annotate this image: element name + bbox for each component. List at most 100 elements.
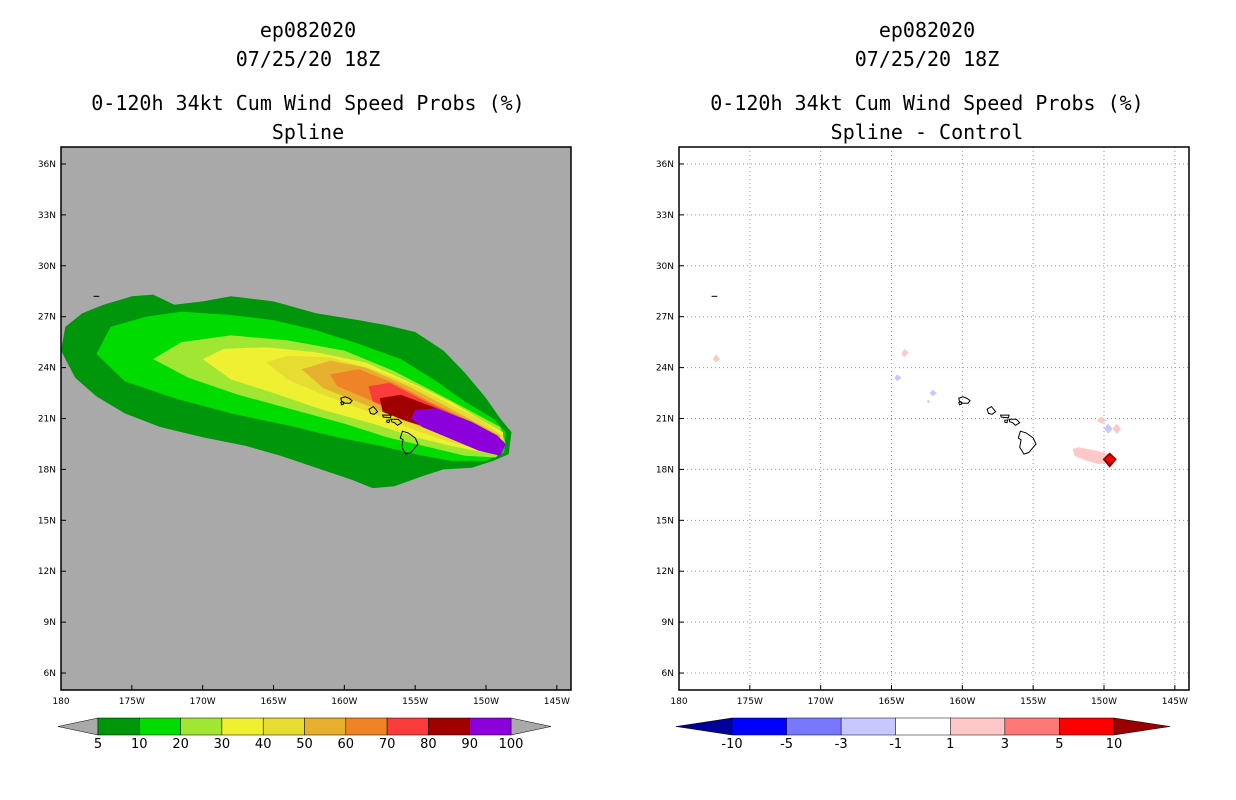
colorbar-box [180, 717, 223, 736]
x-tick-label: 165W [260, 697, 286, 707]
island-coastline [390, 418, 403, 426]
right-title-method: Spline - Control [831, 120, 1024, 144]
colorbar-box [1059, 717, 1115, 736]
x-tick-label: 180 [670, 697, 687, 707]
x-tick-label: 145W [544, 697, 570, 707]
right-title-storm: ep082020 [879, 18, 975, 42]
left-title-product: 0-120h 34kt Cum Wind Speed Probs (%) [91, 91, 524, 115]
difference-feature-6 [1112, 423, 1121, 434]
colorbar-label: -3 [835, 737, 848, 752]
x-tick-label: 170W [808, 697, 834, 707]
x-tick-label: 175W [119, 697, 145, 707]
x-tick-label: 150W [1091, 697, 1117, 707]
island-coastline [386, 419, 391, 424]
right-colorbar: -10 -5 -3 -1 1 3 5 10 [675, 717, 1171, 752]
difference-feature-5 [1096, 416, 1107, 424]
colorbar-box [950, 717, 1006, 736]
colorbar-box [139, 717, 181, 736]
colorbar-box [469, 717, 512, 736]
colorbar-label: 100 [499, 737, 524, 752]
island-coastline [999, 414, 1010, 419]
left-map-panel: 180 175W 170W 165W 160W 155W 150W 145W 6N 9N 12N 15… [38, 146, 572, 707]
colorbar-label: 5 [1055, 737, 1063, 752]
colorbar-box [304, 717, 347, 736]
colorbar-box [1004, 717, 1060, 736]
left-title-method: Spline [272, 120, 344, 144]
difference-feature-1 [901, 348, 909, 358]
right-map-panel: 180 175W 170W 165W 160W 155W 150W 145W 6N 9N 12N 15… [656, 146, 1190, 707]
colorbar-label: 90 [461, 737, 478, 752]
colorbar-under-triangle [57, 717, 99, 736]
colorbar-under-triangle [675, 717, 733, 736]
island-coastline [958, 400, 963, 406]
y-tick-label: 15N [656, 516, 674, 526]
y-tick-label: 33N [656, 211, 674, 221]
difference-feature-4 [926, 399, 930, 404]
island-coastline [399, 430, 419, 455]
colorbar-over-triangle [1113, 717, 1171, 736]
colorbar-box [786, 717, 842, 736]
colorbar-label: -10 [721, 737, 742, 752]
difference-feature-7 [1104, 423, 1113, 434]
x-tick-label: 145W [1162, 697, 1188, 707]
island-coastline [1004, 419, 1009, 424]
x-tick-label: 155W [402, 697, 428, 707]
colorbar-box [345, 717, 388, 736]
colorbar-label: -1 [889, 737, 902, 752]
y-tick-label: 9N [662, 618, 674, 628]
colorbar-box [428, 717, 470, 736]
y-tick-label: 21N [656, 415, 674, 425]
y-tick-label: 30N [656, 262, 674, 272]
island-coastline [986, 405, 997, 415]
x-tick-label: 165W [878, 697, 904, 707]
x-tick-label: 160W [949, 697, 975, 707]
y-tick-label: 30N [38, 262, 56, 272]
colorbar-box [262, 717, 305, 736]
colorbar-label: 20 [172, 737, 189, 752]
island-coastline [368, 405, 379, 415]
y-tick-label: 33N [38, 211, 56, 221]
colorbar-box [221, 717, 264, 736]
island-coastline [381, 414, 392, 419]
x-tick-label: 150W [473, 697, 499, 707]
difference-feature-8 [1072, 447, 1112, 465]
y-tick-label: 24N [656, 364, 674, 374]
colorbar-label: 3 [1001, 737, 1009, 752]
difference-feature-2 [894, 374, 902, 382]
y-tick-label: 27N [38, 313, 56, 323]
y-tick-label: 9N [44, 618, 56, 628]
y-tick-label: 15N [38, 516, 56, 526]
colorbar-label: 80 [420, 737, 437, 752]
difference-feature-0 [713, 354, 721, 363]
colorbar-label: 10 [131, 737, 148, 752]
y-tick-label: 6N [662, 669, 674, 679]
colorbar-label: 70 [379, 737, 396, 752]
x-tick-label: 155W [1020, 697, 1046, 707]
y-tick-label: 24N [38, 364, 56, 374]
y-tick-label: 18N [38, 465, 56, 475]
colorbar-label: 40 [255, 737, 272, 752]
difference-feature-10 [1105, 455, 1114, 464]
colorbar-box [895, 717, 951, 736]
right-title-date: 07/25/20 18Z [855, 47, 1000, 71]
x-tick-label: 160W [331, 697, 357, 707]
left-title-storm: ep082020 [260, 18, 356, 42]
x-tick-label: 180 [52, 697, 69, 707]
colorbar-label: -5 [780, 737, 793, 752]
colorbar-box [731, 717, 787, 736]
y-tick-label: 6N [44, 669, 56, 679]
x-tick-label: 175W [737, 697, 763, 707]
contour-fill-90 [410, 408, 506, 456]
left-colorbar: 5 10 20 30 40 50 60 70 80 90 100 [57, 717, 552, 752]
colorbar-label: 30 [214, 737, 231, 752]
y-tick-label: 12N [656, 567, 674, 577]
difference-feature-3 [929, 389, 937, 397]
colorbar-box [840, 717, 896, 736]
colorbar-label: 50 [296, 737, 313, 752]
island-coastline [1017, 430, 1037, 455]
y-tick-label: 21N [38, 415, 56, 425]
colorbar-label: 1 [946, 737, 954, 752]
y-tick-label: 27N [656, 313, 674, 323]
colorbar-label: 10 [1106, 737, 1123, 752]
